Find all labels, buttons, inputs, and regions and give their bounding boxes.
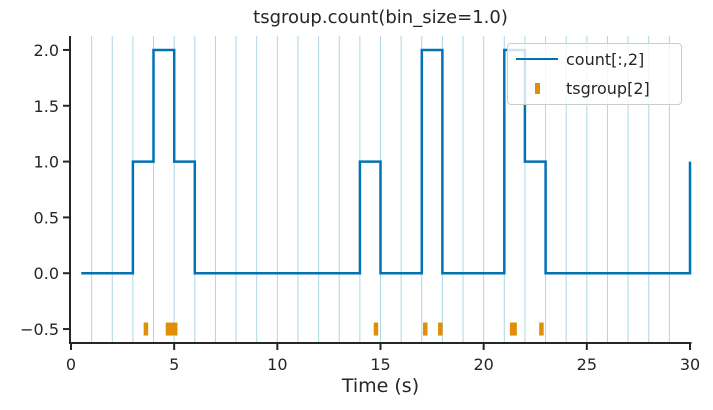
y-tick-label: 1.0: [34, 153, 59, 172]
x-tick-label: 10: [267, 355, 287, 374]
y-tick-label: 0.0: [34, 264, 59, 283]
line-sample-icon: [516, 58, 558, 61]
legend-icon-area: [508, 58, 566, 61]
y-tick-label: 0.5: [34, 208, 59, 227]
tick-marker-icon: [534, 83, 540, 95]
x-axis-label: Time (s): [341, 375, 420, 397]
event-tick: [373, 322, 379, 336]
legend-label-tsgroup: tsgroup[2]: [566, 79, 650, 99]
event-tick: [143, 322, 149, 336]
event-tick: [169, 322, 175, 336]
event-tick: [539, 322, 544, 336]
legend-icon-area: [508, 83, 566, 95]
legend-item-count: count[:,2]: [508, 45, 681, 73]
legend: count[:,2] tsgroup[2]: [507, 43, 682, 105]
legend-item-tsgroup: tsgroup[2]: [508, 75, 681, 103]
x-tick-label: 0: [66, 355, 76, 374]
event-tick: [172, 322, 178, 336]
x-tick-label: 15: [370, 355, 390, 374]
y-tick-label: 2.0: [34, 41, 59, 60]
x-tick-label: 30: [680, 355, 700, 374]
x-tick-label: 20: [473, 355, 493, 374]
x-tick-label: 25: [577, 355, 597, 374]
event-tick: [438, 322, 443, 336]
event-tick: [165, 322, 171, 336]
event-tick: [423, 322, 428, 336]
count-step-line: [81, 48, 692, 275]
y-tick-label: −0.5: [20, 320, 59, 339]
y-tick-label: 1.5: [34, 97, 59, 116]
chart-title: tsgroup.count(bin_size=1.0): [253, 7, 508, 28]
event-tick: [512, 322, 517, 336]
legend-label-count: count[:,2]: [566, 49, 645, 69]
event-tick: [509, 322, 515, 336]
x-tick-label: 5: [169, 355, 179, 374]
